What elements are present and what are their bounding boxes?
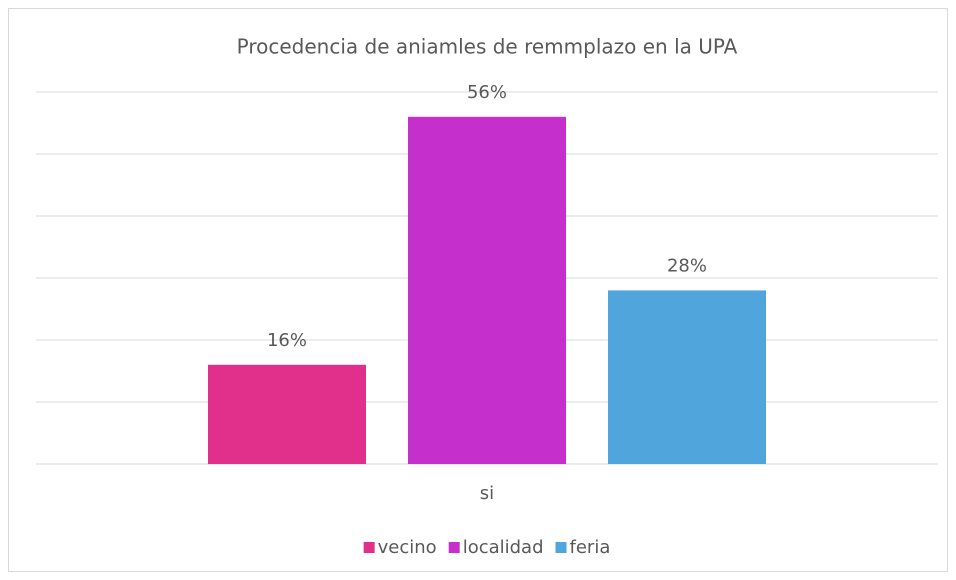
- legend-swatch: [448, 542, 460, 553]
- data-label: 56%: [467, 82, 507, 103]
- bar: [408, 116, 566, 465]
- legend-label: localidad: [463, 537, 544, 558]
- legend-label: feria: [570, 537, 611, 558]
- bar: [608, 290, 766, 464]
- chart-title: Procedencia de aniamles de remmplazo en …: [237, 35, 738, 59]
- legend-swatch: [555, 542, 567, 553]
- bar: [208, 364, 366, 464]
- legend-swatch: [363, 542, 375, 553]
- data-label: 28%: [667, 255, 707, 276]
- data-label: 16%: [267, 330, 307, 351]
- legend-label: vecino: [378, 537, 437, 558]
- x-tick-label: si: [480, 483, 494, 504]
